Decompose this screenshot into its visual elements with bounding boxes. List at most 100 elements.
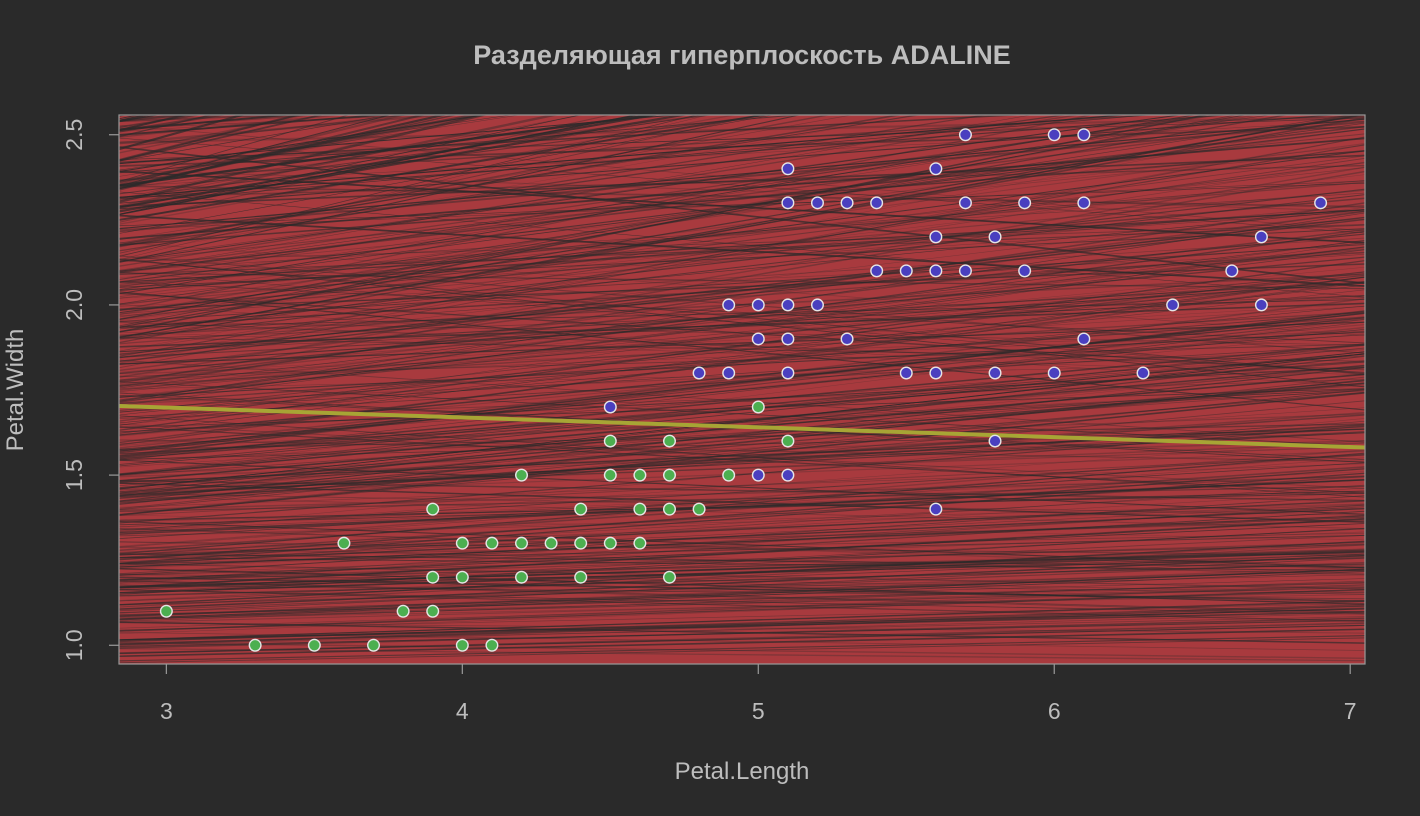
hatch-line <box>119 239 1365 406</box>
hatch-line <box>119 407 1365 490</box>
hatch-line <box>119 125 1365 273</box>
data-point <box>159 604 173 618</box>
hatch-line <box>119 608 1365 641</box>
hatch-line <box>119 197 1365 312</box>
data-point <box>1225 264 1239 278</box>
hatch-line <box>119 492 1365 521</box>
hatch-line <box>119 280 1365 443</box>
hatch-line <box>119 521 1365 569</box>
hatch-line <box>119 310 1365 457</box>
data-point <box>1166 298 1180 312</box>
hatch-line <box>119 146 1365 285</box>
data-point <box>958 128 972 142</box>
data-point <box>485 638 499 652</box>
data-point <box>722 468 736 482</box>
hatch-line <box>119 289 1365 426</box>
hatch-line <box>119 584 1365 633</box>
hatch-line <box>119 389 1365 477</box>
hatch-line <box>119 246 1365 392</box>
hatch-line <box>119 115 738 225</box>
data-point <box>1136 366 1150 380</box>
hatch-line <box>119 218 1365 299</box>
hatch-line <box>119 116 1365 339</box>
hatch-line <box>119 518 1365 589</box>
hatch-line <box>119 118 1365 230</box>
hatch-line <box>119 272 1365 290</box>
hatch-line <box>119 240 1365 389</box>
hatch-line <box>119 117 1365 161</box>
data-point <box>574 502 588 516</box>
hatch-line <box>119 218 1365 363</box>
data-point <box>1077 196 1091 210</box>
data-point <box>988 230 1002 244</box>
hatch-line <box>119 280 1365 390</box>
data-point <box>988 366 1002 380</box>
hatch-line <box>119 359 1365 443</box>
data-point <box>870 264 884 278</box>
hatch-line <box>119 125 1365 167</box>
y-tick-label: 1.0 <box>61 629 87 661</box>
hatch-line <box>119 586 1365 620</box>
hatch-line <box>119 115 1182 260</box>
hatch-line <box>119 426 1365 494</box>
hatch-line <box>119 505 1365 563</box>
hatch-line <box>119 115 1272 273</box>
hatch-line <box>119 330 1365 375</box>
hatch-line <box>119 353 1365 467</box>
chart-title: Разделяющая гиперплоскость ADALINE <box>473 40 1010 70</box>
hatch-line <box>119 214 1365 287</box>
hatch-line <box>119 115 582 215</box>
data-point <box>751 332 765 346</box>
hatch-line <box>119 115 1033 273</box>
hatch-line <box>119 388 1365 428</box>
x-axis-label: Petal.Length <box>675 758 810 785</box>
hatch-line <box>119 154 1365 208</box>
hatch-line <box>119 569 1365 593</box>
data-point <box>515 536 529 550</box>
data-point <box>455 536 469 550</box>
hatch-line <box>119 282 1365 444</box>
hatch-line <box>119 115 344 138</box>
hatch-line <box>119 321 1365 365</box>
hatch-line <box>119 343 1365 459</box>
data-point <box>781 434 795 448</box>
hatch-line <box>119 292 1365 374</box>
data-point <box>544 536 558 550</box>
hatch-line <box>119 446 1365 491</box>
hatch-line <box>119 557 1365 614</box>
data-point <box>603 400 617 414</box>
data-point <box>988 434 1002 448</box>
hatch-line <box>119 115 302 162</box>
hatch-line <box>119 466 1365 552</box>
data-point <box>958 264 972 278</box>
data-point <box>426 570 440 584</box>
hatch-line <box>119 224 1365 262</box>
hatch-line <box>119 472 1365 564</box>
data-point <box>722 366 736 380</box>
hatch-line <box>119 532 1365 559</box>
hatch-line <box>119 202 1365 388</box>
data-point <box>810 196 824 210</box>
hatch-line <box>119 589 1365 632</box>
hatch-line <box>119 303 1365 376</box>
hatch-line <box>119 507 1365 537</box>
hatch-line <box>119 462 1365 539</box>
x-tick-label: 7 <box>1344 698 1357 724</box>
hatch-line <box>119 115 923 241</box>
data-point <box>810 298 824 312</box>
hatch-line <box>119 415 1365 498</box>
hatch-line <box>119 344 1365 475</box>
hatch-line <box>119 541 1365 581</box>
hatch-line <box>119 224 1365 276</box>
data-point <box>899 366 913 380</box>
hatch-line <box>119 515 1365 568</box>
hatch-line <box>119 514 1365 541</box>
data-point <box>781 196 795 210</box>
hatch-line <box>119 355 1365 445</box>
data-point <box>929 366 943 380</box>
x-axis: 3 4 5 6 7 <box>160 664 1357 724</box>
hatch-line <box>119 115 392 162</box>
hatch-line <box>119 150 1365 246</box>
hatch-line <box>119 115 393 136</box>
hatch-line <box>119 622 1365 634</box>
